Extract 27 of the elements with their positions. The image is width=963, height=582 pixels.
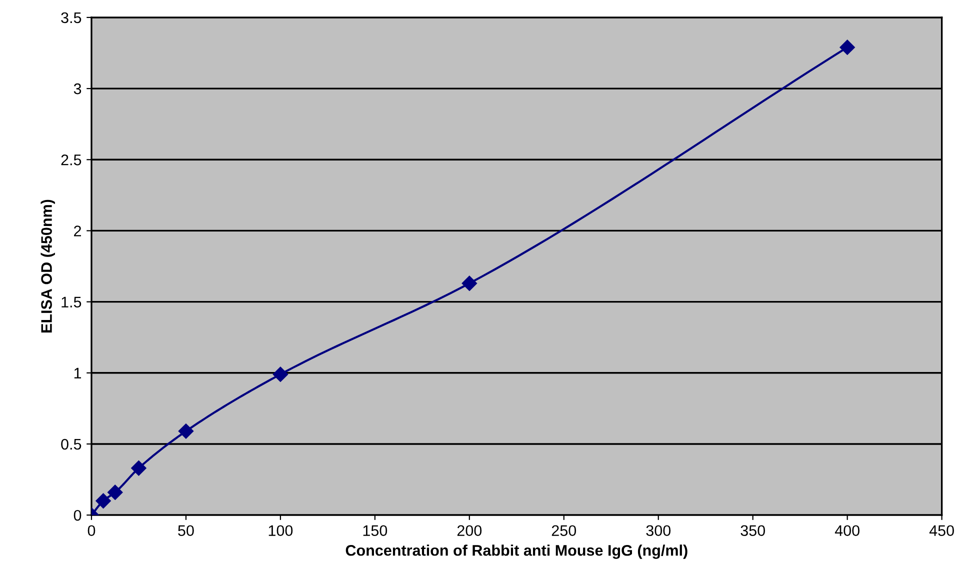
y-axis-title: ELISA OD (450nm) [40, 200, 55, 332]
y-tick-label: 0 [74, 510, 82, 521]
y-tick-label: 0.5 [61, 438, 82, 450]
x-axis-title: Concentration of Rabbit anti Mouse IgG (ng/ml) [346, 544, 688, 559]
x-tick-label: 350 [740, 525, 765, 536]
point [131, 460, 146, 476]
y-tick-label: 2.5 [61, 154, 82, 166]
x-tick-label: 450 [929, 525, 954, 536]
x-tick-label: 50 [178, 525, 194, 536]
y-tick-label: 3.5 [61, 12, 82, 24]
x-tick-label: 400 [834, 525, 860, 536]
x-tick-label: 200 [457, 525, 482, 536]
x-tick-label: 0 [88, 525, 96, 536]
point [178, 424, 194, 439]
y-tick-label: 1.5 [62, 296, 82, 308]
x-tick-label: 150 [363, 525, 388, 536]
x-tick-label: 250 [552, 525, 576, 536]
point [272, 366, 288, 382]
point [462, 276, 477, 291]
y-tick-label: 3 [74, 83, 82, 94]
x-tick-label: 300 [646, 525, 671, 536]
point [840, 40, 855, 55]
point [108, 484, 123, 500]
x-tick-label: 100 [268, 525, 293, 536]
y-tick-label: 2 [74, 226, 81, 236]
y-tick-label: 1 [74, 368, 82, 378]
point [96, 493, 111, 508]
